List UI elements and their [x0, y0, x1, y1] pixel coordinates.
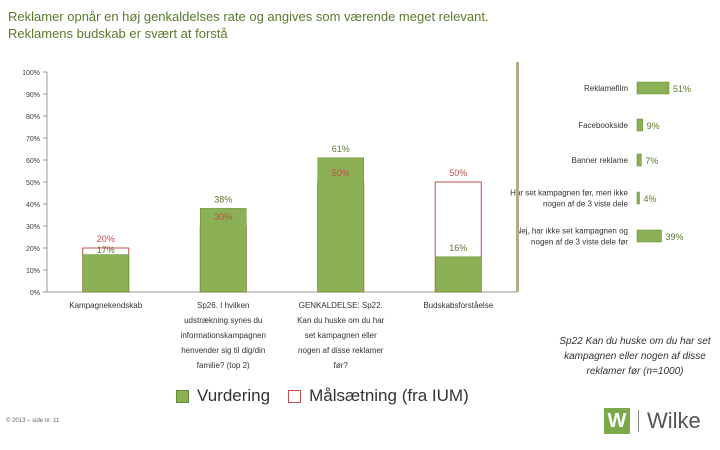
- h-bar: [636, 229, 662, 243]
- category-label: set kampagnen eller: [305, 331, 377, 340]
- value-label: 16%: [449, 243, 467, 253]
- y-tick-label: 0%: [30, 290, 40, 297]
- value-bar: [317, 157, 364, 293]
- h-category-label: nogen af de 3 viste dele før: [531, 238, 628, 247]
- logo-wordmark: Wilke: [647, 408, 701, 433]
- y-tick-label: 20%: [26, 246, 40, 253]
- h-bar: [636, 118, 643, 132]
- target-label: 50%: [449, 168, 467, 178]
- h-bar-label: 9%: [647, 121, 660, 131]
- value-label: 17%: [97, 245, 115, 255]
- value-label: 38%: [214, 194, 232, 204]
- h-bar: [636, 153, 642, 167]
- legend-label-vurdering: Vurdering: [197, 386, 271, 405]
- category-label: Sp26. I hvilken: [197, 301, 249, 310]
- h-bar-label: 51%: [673, 84, 691, 94]
- y-tick-label: 50%: [26, 180, 40, 187]
- h-bar-label: 39%: [665, 232, 683, 242]
- y-tick-label: 40%: [26, 202, 40, 209]
- value-bar: [200, 208, 247, 293]
- h-category-label: Facebookside: [578, 121, 628, 130]
- category-label: udstrækning synes du: [184, 316, 262, 325]
- y-tick-label: 70%: [26, 136, 40, 143]
- y-tick-label: 10%: [26, 268, 40, 275]
- legend-label-maalsaetning: Målsætning (fra IUM): [309, 386, 469, 405]
- category-label: nogen af disse reklamer: [298, 346, 384, 355]
- legend: Vurdering Målsætning (fra IUM): [176, 386, 487, 406]
- title-line-2: Reklamens budskab er svært at forstå: [8, 26, 228, 41]
- legend-item-vurdering: Vurdering: [176, 386, 270, 406]
- question-note: Sp22 Kan du huske om du har set kampagne…: [559, 336, 711, 377]
- y-tick-label: 80%: [26, 114, 40, 121]
- y-tick-label: 90%: [26, 92, 40, 99]
- category-label: Kampagnekendskab: [69, 301, 142, 310]
- h-category-label: Banner reklame: [572, 156, 629, 165]
- target-label: 30%: [214, 212, 232, 222]
- h-bar-label: 4%: [644, 194, 657, 204]
- category-label: informationskampagnen: [181, 331, 266, 340]
- chart-title: Reklamer opnår en høj genkaldelses rate …: [8, 8, 568, 42]
- h-bar-label: 7%: [645, 156, 658, 166]
- value-label: 61%: [332, 144, 350, 154]
- category-label: familie? (top 2): [197, 361, 250, 370]
- target-label: 50%: [332, 168, 350, 178]
- target-label: 20%: [97, 234, 115, 244]
- category-label: Kan du huske om du har: [297, 316, 385, 325]
- y-tick-label: 100%: [22, 70, 40, 77]
- category-label: GENKALDELSE: Sp22.: [299, 301, 383, 310]
- category-label: før?: [334, 361, 349, 370]
- page-footer: © 2013 – side nr. 11: [6, 418, 60, 424]
- h-bar: [636, 191, 640, 205]
- y-tick-label: 60%: [26, 158, 40, 165]
- title-line-1: Reklamer opnår en høj genkaldelses rate …: [8, 9, 489, 24]
- y-tick-label: 30%: [26, 224, 40, 231]
- legend-item-maalsaetning: Målsætning (fra IUM): [288, 386, 469, 406]
- category-label: henvender sig til dig/din: [181, 346, 265, 355]
- h-category-label: Reklamefilm: [584, 84, 628, 93]
- legend-swatch-outline: [288, 389, 302, 403]
- vertical-divider: [516, 62, 519, 292]
- wilke-logo: W Wilke: [604, 408, 701, 434]
- h-category-label: Nej, har ikke set kampagnen og: [515, 227, 628, 236]
- h-category-label: nogen af de 3 viste dele: [543, 200, 629, 209]
- logo-mark: W: [604, 408, 630, 434]
- category-label: Budskabsforståelse: [423, 301, 493, 310]
- legend-swatch-filled: [176, 389, 189, 403]
- value-bar: [82, 254, 129, 293]
- value-bar: [435, 256, 482, 293]
- logo-separator: [638, 410, 639, 432]
- h-category-label: Har set kampagnen før, men ikke: [510, 189, 628, 198]
- h-bar: [636, 81, 670, 95]
